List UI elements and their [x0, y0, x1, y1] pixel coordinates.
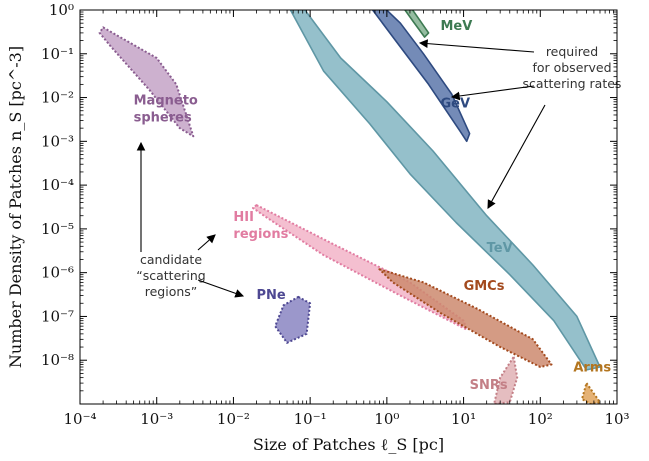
region-label-pne: PNe: [257, 288, 286, 303]
region-label-snrs: SNRs: [470, 378, 508, 393]
x-tick-label: 10⁻²: [217, 410, 250, 428]
region-label-tev: TeV: [487, 241, 513, 256]
region-gev: [371, 10, 471, 143]
x-tick-label: 10²: [528, 410, 553, 428]
y-tick-label: 10⁻⁷: [41, 307, 74, 325]
region-label-gev: GeV: [440, 96, 470, 111]
x-tick-label: 10⁻¹: [294, 410, 327, 428]
y-tick-label: 10⁰: [49, 1, 74, 19]
y-tick-label: 10⁻⁵: [41, 220, 74, 238]
ticks-layer: 10⁻⁴ 10⁻³ 10⁻² 10⁻¹ 10⁰ 10¹ 10² 10³ 10⁰ 10⁻¹ 10⁻² 1…: [41, 1, 630, 428]
y-tick-label: 10⁻⁸: [41, 351, 74, 369]
arrow-to-gev: [450, 85, 535, 101]
x-axis-label: Size of Patches ℓ_S [pc]: [253, 435, 444, 454]
region-hii-regions: [252, 204, 468, 331]
region-label-hii-regions-1: HII: [233, 210, 254, 225]
y-axis-label: Number Density of Patches n_S [pc^-3]: [6, 46, 25, 368]
y-tick-label: 10⁻⁶: [41, 264, 74, 282]
region-magneto-spheres: [98, 26, 195, 138]
x-tick-label: 10¹: [451, 410, 476, 428]
region-label-hii-regions-2: regions: [233, 227, 288, 242]
region-arms: [581, 382, 601, 404]
x-tick-label: 10⁻³: [140, 410, 173, 428]
region-label-gmcs: GMCs: [464, 279, 505, 294]
arrow-to-pne: [197, 279, 245, 298]
annotation-required-line-1: required: [546, 44, 598, 59]
annotation-required-line-2: for observed: [532, 60, 611, 75]
region-label-magneto-spheres-2: spheres: [134, 110, 192, 125]
plot-frame: [79, 9, 618, 405]
region-labels-layer: TeV GeV MeV Magneto spheres HII regions GMCs PNe…: [134, 19, 612, 393]
region-gmcs: [378, 268, 553, 368]
annotation-required-line-3: scattering rates: [523, 76, 622, 91]
y-tick-label: 10⁻²: [41, 89, 74, 107]
y-tick-label: 10⁻³: [41, 132, 74, 150]
annotation-candidate-line-1: candidate: [140, 252, 202, 267]
arrow-to-mev: [418, 39, 535, 53]
region-snrs: [493, 355, 519, 404]
region-pne: [274, 295, 312, 344]
regions-layer: [98, 10, 601, 404]
x-tick-label: 10⁻⁴: [63, 410, 96, 428]
y-tick-label: 10⁻¹: [41, 45, 74, 63]
x-tick-label: 10⁰: [374, 410, 399, 428]
annotation-candidate-line-3: regions”: [145, 284, 198, 299]
x-tick-label: 10³: [604, 410, 629, 428]
region-mev: [403, 10, 430, 38]
region-tev: [289, 10, 601, 371]
arrow-to-hii: [197, 234, 216, 251]
region-label-magneto-spheres-1: Magneto: [134, 93, 198, 108]
annotation-candidate-line-2: “scattering: [136, 268, 205, 283]
region-label-mev: MeV: [440, 19, 472, 34]
y-tick-label: 10⁻⁴: [41, 176, 74, 194]
arrow-to-tev: [487, 104, 546, 209]
region-label-arms: Arms: [573, 361, 611, 376]
